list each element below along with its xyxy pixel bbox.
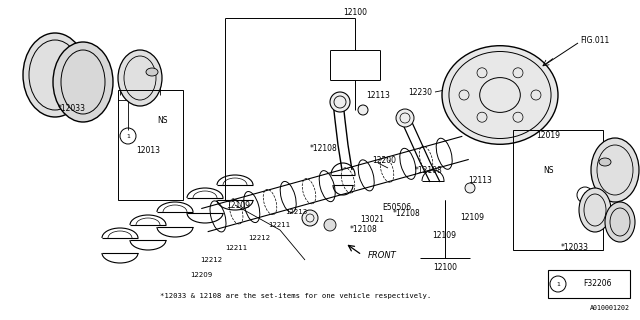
Text: 12213: 12213 — [285, 209, 307, 215]
Text: FIG.011: FIG.011 — [580, 36, 609, 44]
Text: 12212: 12212 — [200, 257, 222, 263]
Ellipse shape — [605, 202, 635, 242]
Circle shape — [396, 109, 414, 127]
Text: 12230: 12230 — [408, 87, 432, 97]
Text: 12109: 12109 — [226, 201, 250, 210]
Text: A010001202: A010001202 — [590, 305, 630, 311]
Text: *12108: *12108 — [392, 209, 420, 218]
Text: *12108: *12108 — [310, 143, 338, 153]
Ellipse shape — [599, 158, 611, 166]
Ellipse shape — [579, 188, 611, 232]
Ellipse shape — [53, 42, 113, 122]
Ellipse shape — [442, 46, 558, 144]
Text: 12109: 12109 — [460, 213, 484, 222]
Text: *12033: *12033 — [58, 103, 86, 113]
Text: 12013: 12013 — [136, 146, 160, 155]
Text: NS: NS — [157, 116, 167, 124]
Bar — [118, 90, 183, 200]
Text: 12100: 12100 — [343, 7, 367, 17]
Ellipse shape — [591, 138, 639, 202]
Text: 12113: 12113 — [468, 175, 492, 185]
Text: FRONT: FRONT — [368, 251, 397, 260]
Text: 12100: 12100 — [433, 263, 457, 273]
Circle shape — [330, 92, 350, 112]
Ellipse shape — [118, 50, 162, 106]
Text: 1: 1 — [556, 282, 560, 286]
Text: 12113: 12113 — [366, 91, 390, 100]
Bar — [548, 270, 630, 298]
Text: 12212: 12212 — [248, 235, 270, 241]
Text: 12109: 12109 — [432, 230, 456, 239]
Circle shape — [302, 210, 318, 226]
Text: 12209: 12209 — [190, 272, 212, 278]
Text: F32206: F32206 — [583, 279, 611, 289]
Text: 12019: 12019 — [536, 131, 560, 140]
Circle shape — [358, 105, 368, 115]
Bar — [513, 130, 603, 250]
Text: NS: NS — [543, 165, 553, 174]
Text: 1: 1 — [583, 193, 587, 197]
Text: *12108: *12108 — [415, 165, 443, 174]
Text: *12033: *12033 — [561, 244, 589, 252]
Text: *12108: *12108 — [350, 226, 378, 235]
Ellipse shape — [146, 68, 158, 76]
Text: 12211: 12211 — [268, 222, 291, 228]
Text: 1: 1 — [126, 133, 130, 139]
Circle shape — [324, 219, 336, 231]
Text: 13021: 13021 — [360, 215, 384, 225]
Text: E50506: E50506 — [382, 203, 411, 212]
Text: 12211: 12211 — [225, 245, 247, 251]
Circle shape — [465, 183, 475, 193]
Text: *12033 & 12108 are the set-items for one vehicle respectively.: *12033 & 12108 are the set-items for one… — [160, 293, 431, 299]
Ellipse shape — [23, 33, 87, 117]
Text: 12200: 12200 — [372, 156, 396, 164]
